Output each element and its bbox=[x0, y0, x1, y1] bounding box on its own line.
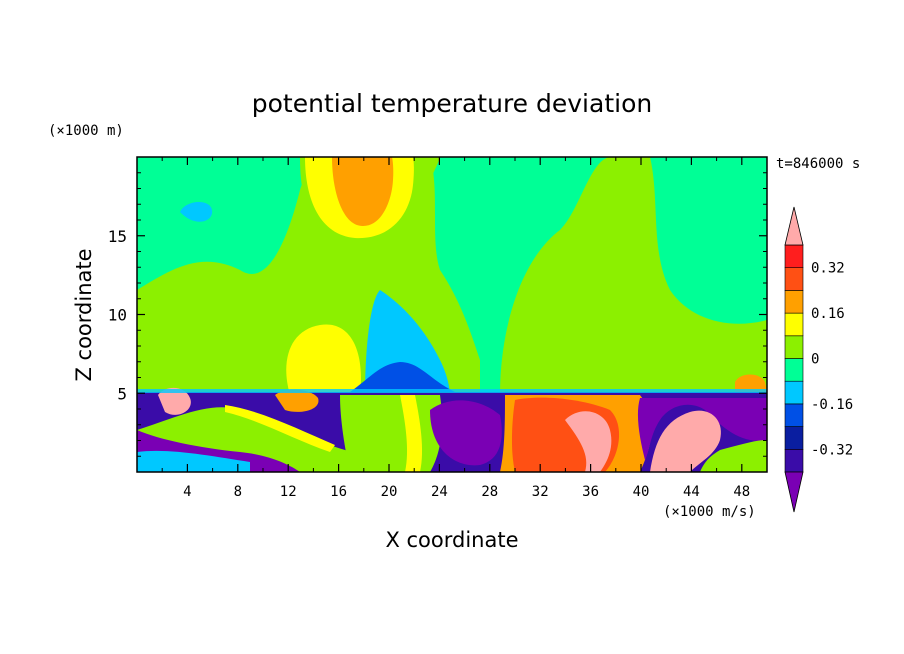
colorbar-over-triangle bbox=[784, 206, 804, 246]
colorbar-band bbox=[784, 290, 804, 314]
y-axis-ticks: 5 10 15 bbox=[108, 172, 767, 457]
x-tick-label: 12 bbox=[280, 484, 297, 500]
colorbar-tick-label: 0.32 bbox=[811, 261, 845, 277]
field-region-left-cyan bbox=[137, 450, 250, 472]
colorbar-band bbox=[784, 403, 804, 427]
colorbar-tick-label: 0.16 bbox=[811, 306, 845, 322]
colorbar-band bbox=[784, 312, 804, 337]
x-tick-label: 4 bbox=[183, 484, 191, 500]
x-axis-label: X coordinate bbox=[385, 528, 518, 552]
colorbar-band bbox=[784, 335, 804, 359]
colorbar-tick-label: 0 bbox=[811, 352, 819, 368]
field-region-right-pink bbox=[565, 411, 612, 472]
chart-title: potential temperature deviation bbox=[252, 89, 652, 118]
contour-field bbox=[137, 157, 767, 472]
colorbar-band bbox=[784, 426, 804, 450]
colorbar-band bbox=[784, 267, 804, 291]
y-tick-label: 15 bbox=[108, 227, 127, 246]
field-region-cyan-spot bbox=[180, 201, 213, 222]
colorbar-tick-label: -0.16 bbox=[811, 397, 853, 413]
colorbar-band bbox=[784, 380, 804, 405]
colorbar-under-triangle bbox=[784, 471, 804, 513]
colorbar-band bbox=[784, 358, 804, 382]
x-tick-label: 8 bbox=[234, 484, 242, 500]
field-region-center-yellow bbox=[400, 395, 423, 472]
colorbar-band bbox=[784, 244, 804, 269]
field-region-right-orange-edge bbox=[735, 374, 767, 392]
time-label: t=846000 s bbox=[776, 156, 860, 172]
field-region-center-purple bbox=[430, 400, 502, 466]
x-tick-label: 24 bbox=[431, 484, 448, 500]
colorbar: 0.32 0.16 0 -0.16 -0.32 bbox=[784, 206, 853, 513]
x-tick-label: 28 bbox=[481, 484, 498, 500]
field-region-right-green bbox=[700, 440, 767, 472]
y-axis-unit: (×1000 m) bbox=[48, 123, 124, 139]
field-region-right-pink-swirl bbox=[650, 410, 721, 472]
field-region-center-green bbox=[340, 395, 442, 472]
field-region-upper-right bbox=[500, 157, 767, 395]
x-axis-unit: (×1000 m/s) bbox=[663, 504, 756, 520]
x-tick-label: 36 bbox=[582, 484, 599, 500]
field-region-left-orange bbox=[275, 389, 319, 412]
field-region-right-purple bbox=[637, 398, 767, 460]
colorbar-tick-label: -0.32 bbox=[811, 442, 853, 458]
x-tick-label: 44 bbox=[683, 484, 700, 500]
field-region-left-pink bbox=[158, 387, 191, 415]
y-axis-label: Z coordinate bbox=[72, 248, 96, 381]
x-tick-label: 40 bbox=[633, 484, 650, 500]
field-region-plume-orange bbox=[332, 157, 394, 227]
y-tick-label: 5 bbox=[117, 384, 127, 403]
colorbar-band bbox=[784, 448, 804, 473]
x-tick-label: 32 bbox=[532, 484, 549, 500]
y-tick-label: 10 bbox=[108, 306, 127, 325]
x-tick-label: 20 bbox=[381, 484, 398, 500]
x-tick-label: 48 bbox=[733, 484, 750, 500]
field-region-inversion-line bbox=[137, 389, 767, 393]
field-region-left-swirl-yellow bbox=[225, 405, 335, 452]
field-region-blue-cap bbox=[350, 362, 455, 392]
field-region-mid-yellow bbox=[286, 324, 361, 395]
x-tick-label: 16 bbox=[330, 484, 347, 500]
x-axis-ticks: 4 8 12 16 20 24 28 32 36 40 44 48 bbox=[161, 157, 750, 500]
